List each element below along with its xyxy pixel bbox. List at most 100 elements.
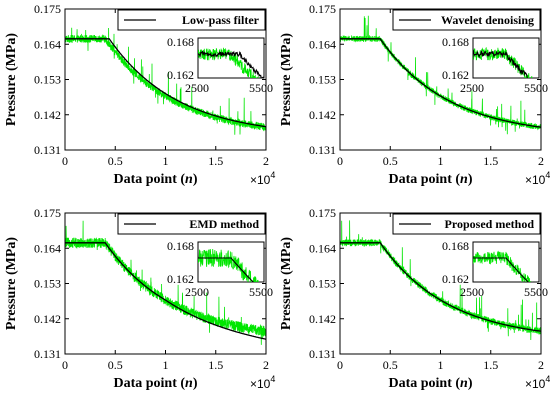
filtered-signal-line xyxy=(340,38,541,128)
legend-label: Wavelet denoising xyxy=(441,13,534,27)
chart-panel-1: 0.131 0.142 0.153 0.164 0.175 0 0.5 1 1.5 2 Pressu… xyxy=(4,2,275,187)
filtered-signal-line xyxy=(65,242,266,340)
legend-box xyxy=(392,213,541,235)
inset-y-tick-label: 0.168 xyxy=(442,35,469,49)
x-tick-label: 0.5 xyxy=(383,154,398,168)
y-tick-label: 0.153 xyxy=(309,277,336,291)
inset-x-tick-label: 2500 xyxy=(460,285,484,299)
x-tick-label: 1.5 xyxy=(208,154,223,168)
y-tick-label: 0.175 xyxy=(309,206,336,220)
y-tick-label: 0.153 xyxy=(309,73,336,87)
x-axis-title: Data point (n) xyxy=(113,172,197,187)
y-tick-label: 0.142 xyxy=(309,108,336,122)
x-exponent-label: ×104 xyxy=(525,374,550,391)
x-tick-label: 0 xyxy=(62,358,68,372)
plot-area xyxy=(65,220,266,345)
inset-plot xyxy=(473,250,534,282)
inset-filtered-line xyxy=(198,257,254,282)
chart-panel-2: 0.131 0.142 0.153 0.164 0.175 0 0.5 1 1.5 2 Pressu… xyxy=(279,2,550,187)
y-axis-title: Pressure (MPa) xyxy=(4,33,19,127)
y-tick-label: 0.131 xyxy=(309,143,336,157)
x-tick-label: 1 xyxy=(438,358,444,372)
inset-x-tick-label: 5500 xyxy=(524,285,548,299)
inset-y-tick-label: 0.162 xyxy=(442,68,469,82)
y-axis-title: Pressure (MPa) xyxy=(4,237,19,331)
legend-label: Low-pass filter xyxy=(182,13,260,27)
y-tick-label: 0.153 xyxy=(34,277,61,291)
x-tick-label: 1 xyxy=(438,154,444,168)
x-tick-label: 1.5 xyxy=(483,154,498,168)
raw-signal-line xyxy=(65,220,266,345)
inset-x-tick-label: 2500 xyxy=(185,285,209,299)
inset-filtered-line xyxy=(473,257,529,282)
x-tick-label: 2 xyxy=(263,154,269,168)
y-tick-label: 0.142 xyxy=(34,108,61,122)
inset-raw-line xyxy=(198,248,259,282)
y-tick-label: 0.142 xyxy=(309,312,336,326)
x-tick-label: 0 xyxy=(62,154,68,168)
inset-box xyxy=(472,37,540,79)
y-tick-label: 0.131 xyxy=(34,347,61,361)
inset-filtered-line xyxy=(473,49,531,78)
x-axis-title: Data point (n) xyxy=(113,376,197,391)
inset-x-tick-label: 5500 xyxy=(249,285,273,299)
x-tick-label: 0 xyxy=(337,154,343,168)
raw-signal-line xyxy=(340,220,541,341)
y-tick-label: 0.175 xyxy=(34,206,61,220)
inset-y-tick-label: 0.168 xyxy=(167,239,194,253)
y-tick-label: 0.131 xyxy=(309,347,336,361)
y-tick-label: 0.131 xyxy=(34,143,61,157)
y-tick-label: 0.142 xyxy=(34,312,61,326)
x-tick-label: 2 xyxy=(538,358,544,372)
chart-panel-4: 0.131 0.142 0.153 0.164 0.175 0 0.5 1 1.5 2 Pressu… xyxy=(279,206,550,391)
inset-x-tick-label: 5500 xyxy=(524,81,548,95)
inset-raw-line xyxy=(198,47,259,78)
x-tick-label: 0.5 xyxy=(383,358,398,372)
legend-box xyxy=(392,9,541,31)
y-tick-label: 0.164 xyxy=(309,241,336,255)
inset-plot xyxy=(198,47,264,78)
inset-y-tick-label: 0.168 xyxy=(442,239,469,253)
x-tick-label: 1 xyxy=(163,154,169,168)
x-tick-label: 2 xyxy=(538,154,544,168)
y-tick-label: 0.164 xyxy=(309,37,336,51)
y-tick-label: 0.153 xyxy=(34,73,61,87)
inset-box xyxy=(472,241,540,283)
y-tick-label: 0.164 xyxy=(34,37,61,51)
plot-area xyxy=(340,15,541,135)
plot-area xyxy=(340,220,541,341)
y-axis-title: Pressure (MPa) xyxy=(279,237,294,331)
y-tick-label: 0.175 xyxy=(34,2,61,16)
inset-x-tick-label: 5500 xyxy=(249,81,273,95)
legend-label: EMD method xyxy=(189,217,259,231)
filtered-signal-line xyxy=(340,242,541,332)
inset-raw-line xyxy=(473,250,534,282)
inset-y-tick-label: 0.168 xyxy=(167,35,194,49)
chart-panel-3: 0.131 0.142 0.153 0.164 0.175 0 0.5 1 1.5 2 Pressu… xyxy=(4,206,275,391)
legend-box xyxy=(117,9,266,31)
y-tick-label: 0.175 xyxy=(309,2,336,16)
inset-y-tick-label: 0.162 xyxy=(167,68,194,82)
x-axis-title: Data point (n) xyxy=(388,172,472,187)
x-tick-label: 0.5 xyxy=(108,358,123,372)
x-exponent-label: ×104 xyxy=(525,170,550,187)
inset-y-tick-label: 0.162 xyxy=(167,272,194,286)
inset-filtered-line xyxy=(198,50,264,78)
x-tick-label: 1.5 xyxy=(483,358,498,372)
inset-x-tick-label: 2500 xyxy=(185,81,209,95)
y-axis-title: Pressure (MPa) xyxy=(279,33,294,127)
x-tick-label: 1.5 xyxy=(208,358,223,372)
x-tick-label: 0 xyxy=(337,358,343,372)
x-exponent-label: ×104 xyxy=(250,374,275,391)
x-tick-label: 1 xyxy=(163,358,169,372)
x-axis-title: Data point (n) xyxy=(388,376,472,391)
legend-label: Proposed method xyxy=(445,217,535,231)
x-exponent-label: ×104 xyxy=(250,170,275,187)
plot-area xyxy=(65,27,266,135)
filtered-signal-line xyxy=(65,38,266,128)
